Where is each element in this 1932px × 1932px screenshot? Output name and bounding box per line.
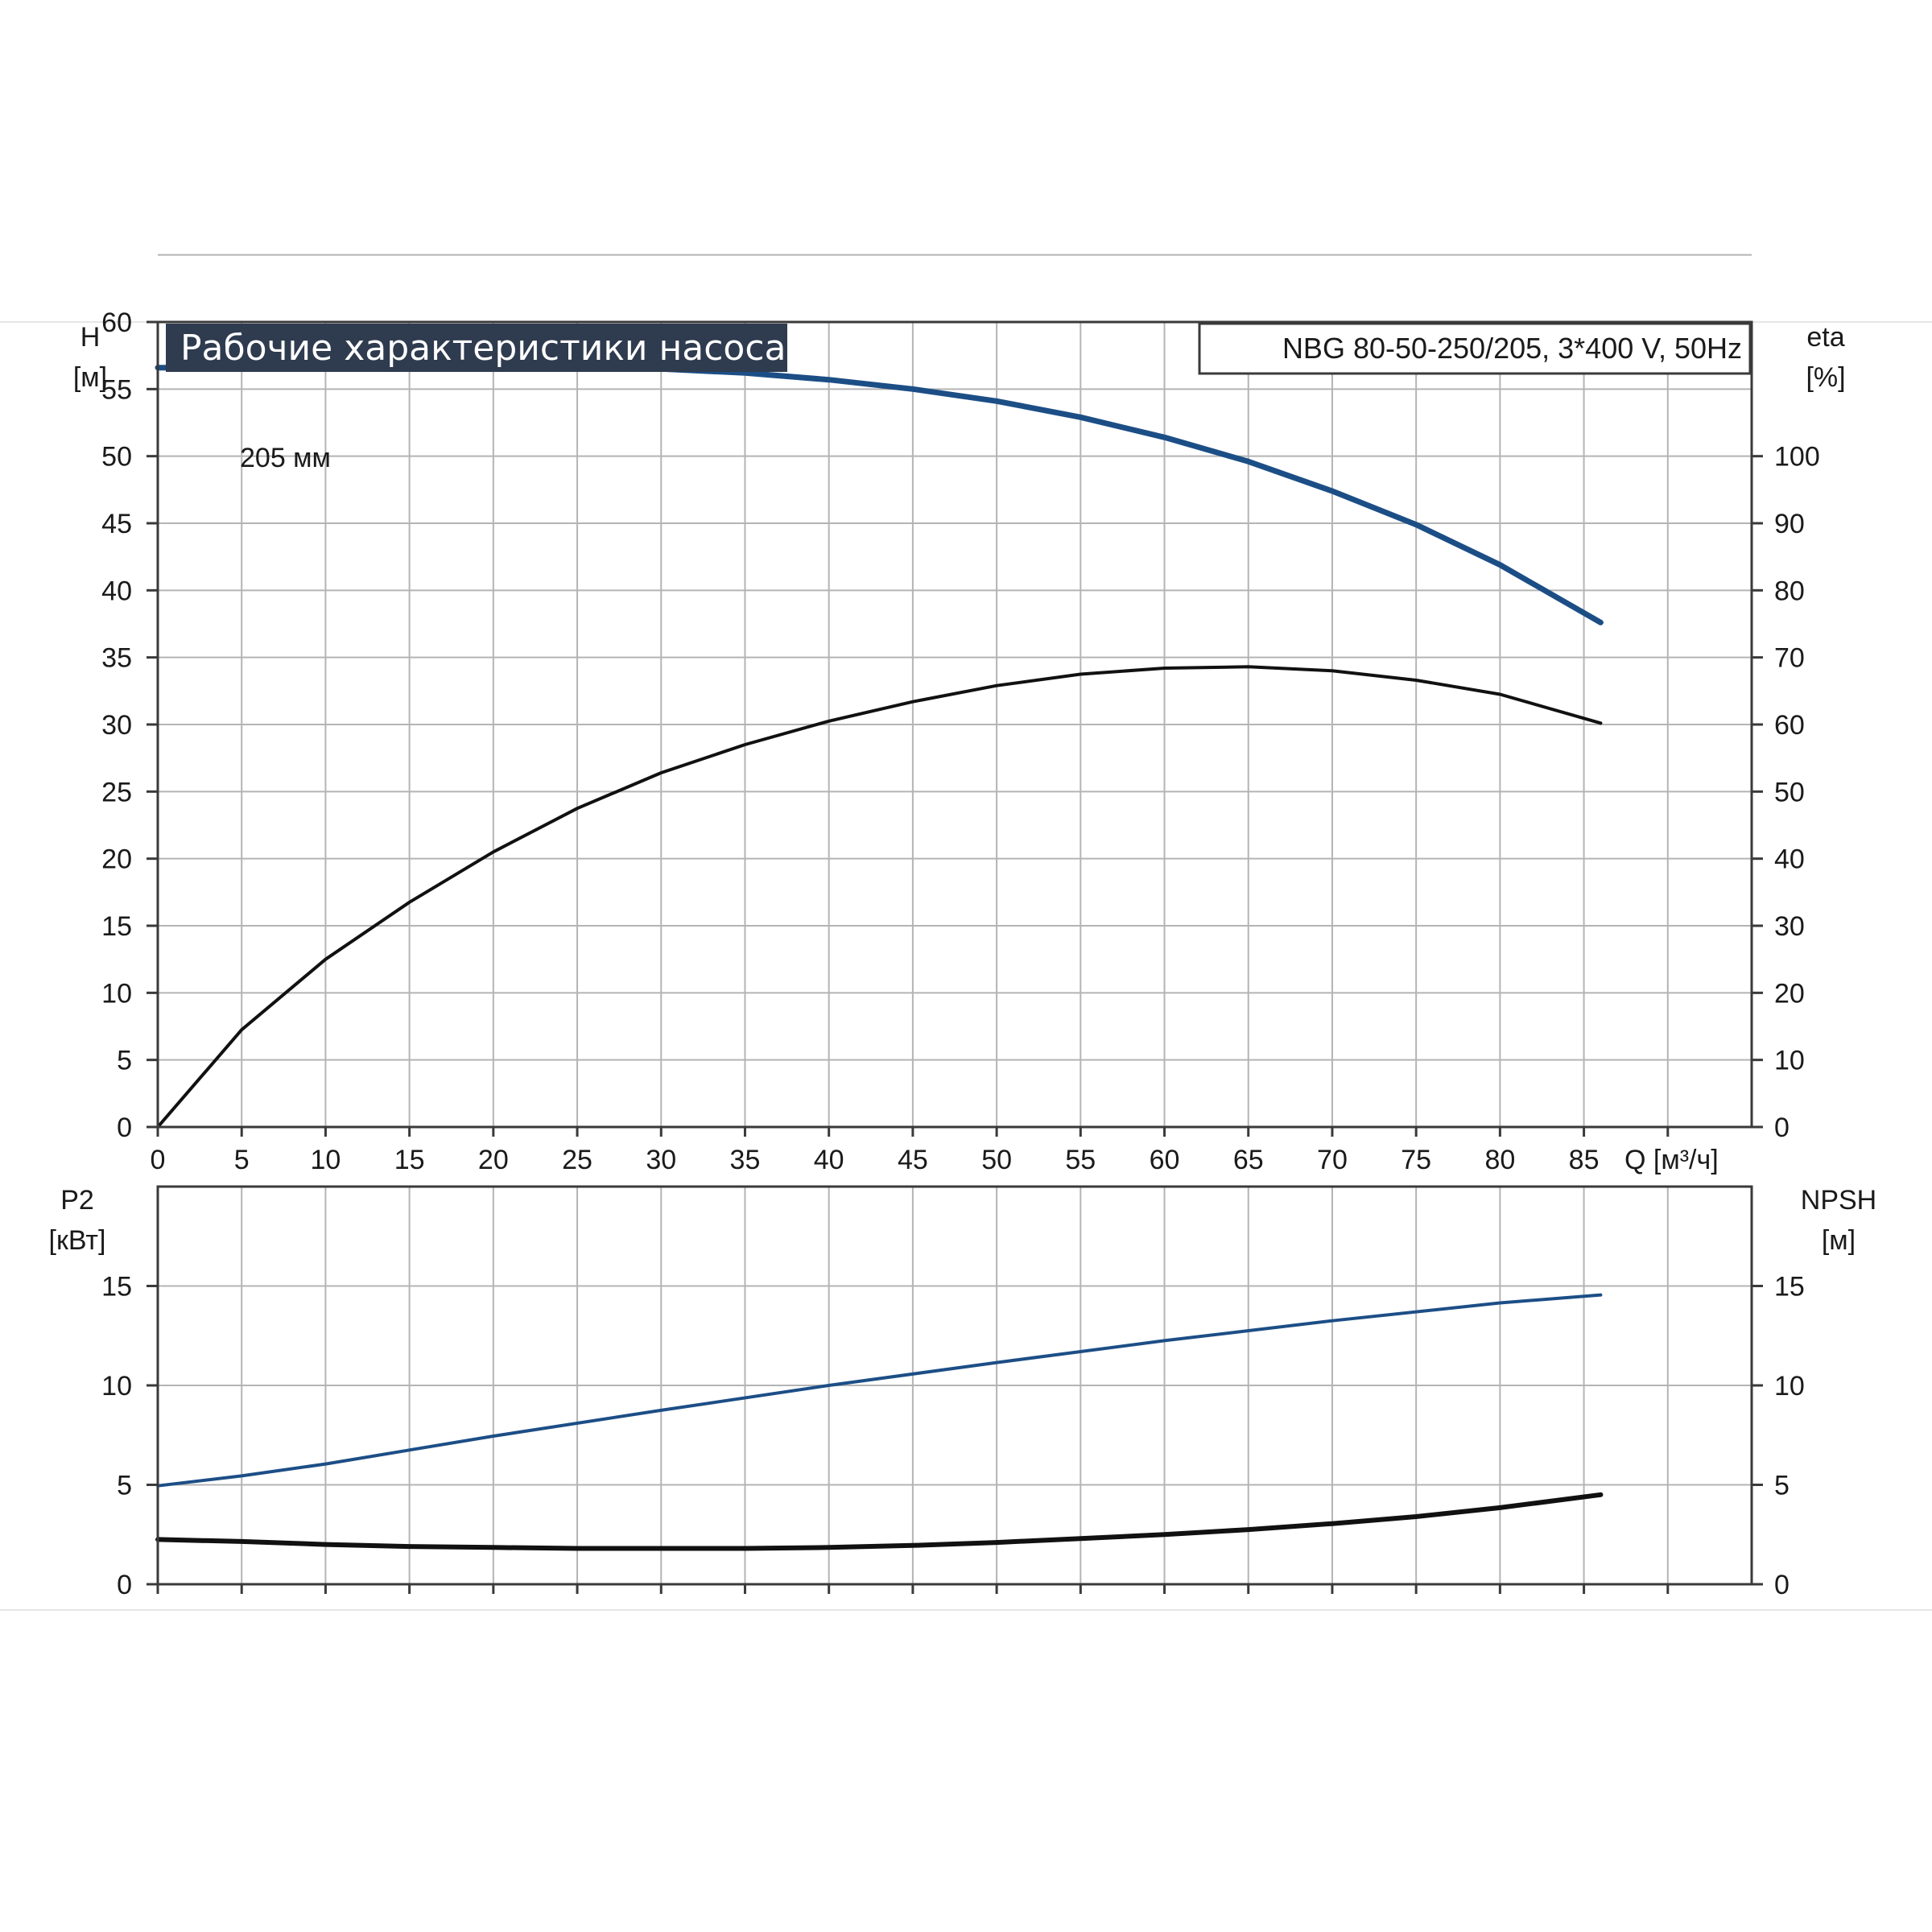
y-right-unit-top: [%] xyxy=(1806,362,1845,393)
y-left-title-top: H xyxy=(80,322,101,353)
x-tick-label: 20 xyxy=(478,1145,509,1175)
y-left-tick-label: 35 xyxy=(101,643,132,674)
y-left-tick-label: 40 xyxy=(101,576,132,606)
y-left-unit-bottom: [кВт] xyxy=(49,1225,106,1256)
pump-model: NBG 80-50-250/205, 3*400 V, 50Hz xyxy=(1282,332,1742,365)
y-right-tick-label: 80 xyxy=(1774,576,1805,606)
y-left-tick-label: 10 xyxy=(101,978,132,1009)
bottom-series-black-line xyxy=(155,1492,1604,1551)
y-right-tick-label: 0 xyxy=(1774,1113,1790,1143)
y-right-title-bottom: NPSH xyxy=(1801,1185,1876,1216)
y-left-tick-label: 45 xyxy=(101,509,132,539)
y-left-tick-label: 0 xyxy=(117,1570,132,1600)
bottom-grid xyxy=(158,1187,1752,1584)
x-tick-label: 35 xyxy=(730,1145,761,1175)
y-right-tick-label: 15 xyxy=(1774,1272,1805,1302)
x-tick-label: 25 xyxy=(562,1145,592,1175)
y-right-tick-label: 50 xyxy=(1774,777,1805,807)
x-axis-title: Q [м³/ч] xyxy=(1624,1145,1719,1175)
x-tick-label: 60 xyxy=(1150,1145,1180,1175)
y-left-tick-label: 20 xyxy=(101,844,132,875)
curve-label-205: 205 мм xyxy=(240,443,331,473)
top-series-blue-line xyxy=(155,361,1604,625)
x-tick-label: 85 xyxy=(1569,1145,1600,1175)
bottom-plot-frame xyxy=(156,1185,1753,1586)
y-right-tick-label: 40 xyxy=(1774,844,1805,875)
y-left-tick-label: 15 xyxy=(101,911,132,942)
x-tick-label: 50 xyxy=(981,1145,1012,1175)
y-left-tick-label: 55 xyxy=(101,374,132,405)
tick-labels-layer: 0510152025303540455055600102030405060708… xyxy=(101,308,1820,1600)
x-tick-label: 80 xyxy=(1484,1145,1515,1175)
top-series-layer xyxy=(155,361,1604,1129)
y-right-tick-label: 90 xyxy=(1774,509,1805,539)
x-tick-label: 75 xyxy=(1401,1145,1431,1175)
y-left-unit-top: [м] xyxy=(73,362,107,393)
top-series-black-line xyxy=(156,665,1603,1129)
bottom-series-layer xyxy=(155,1293,1604,1551)
top-grid xyxy=(158,254,1752,1127)
bottom-series-blue-line xyxy=(156,1293,1603,1488)
y-right-tick-label: 100 xyxy=(1774,442,1820,473)
y-left-tick-label: 60 xyxy=(101,308,132,338)
y-right-tick-label: 20 xyxy=(1774,978,1805,1009)
y-right-tick-label: 10 xyxy=(1774,1046,1805,1076)
title-box xyxy=(166,324,787,372)
y-left-tick-label: 0 xyxy=(117,1113,132,1143)
y-left-tick-label: 50 xyxy=(101,442,132,473)
x-tick-label: 55 xyxy=(1065,1145,1096,1175)
y-right-tick-label: 5 xyxy=(1774,1471,1790,1501)
x-tick-label: 65 xyxy=(1233,1145,1264,1175)
y-left-tick-label: 25 xyxy=(101,777,132,807)
x-tick-label: 15 xyxy=(394,1145,425,1175)
x-tick-label: 0 xyxy=(151,1145,166,1175)
x-tick-label: 45 xyxy=(898,1145,928,1175)
chart-title: Рабочие характеристики насоса xyxy=(180,328,786,369)
y-left-tick-label: 5 xyxy=(117,1046,132,1076)
y-left-tick-label: 30 xyxy=(101,710,132,741)
x-tick-label: 30 xyxy=(646,1145,676,1175)
top-plot-frame xyxy=(156,320,1753,1129)
y-right-tick-label: 70 xyxy=(1774,643,1805,674)
y-left-tick-label: 10 xyxy=(101,1371,132,1402)
y-right-tick-label: 60 xyxy=(1774,710,1805,741)
model-box xyxy=(1198,322,1752,375)
y-right-tick-label: 0 xyxy=(1774,1570,1790,1600)
x-tick-label: 5 xyxy=(234,1145,250,1175)
y-right-unit-bottom: [м] xyxy=(1822,1225,1856,1256)
x-tick-label: 70 xyxy=(1317,1145,1348,1175)
y-left-title-bottom: P2 xyxy=(60,1185,94,1216)
y-left-tick-label: 15 xyxy=(101,1272,132,1302)
y-right-tick-label: 30 xyxy=(1774,911,1805,942)
y-right-title-top: eta xyxy=(1806,322,1844,353)
y-left-tick-label: 5 xyxy=(117,1471,132,1501)
x-tick-label: 40 xyxy=(814,1145,844,1175)
y-right-tick-label: 10 xyxy=(1774,1371,1805,1402)
x-tick-label: 10 xyxy=(311,1145,341,1175)
